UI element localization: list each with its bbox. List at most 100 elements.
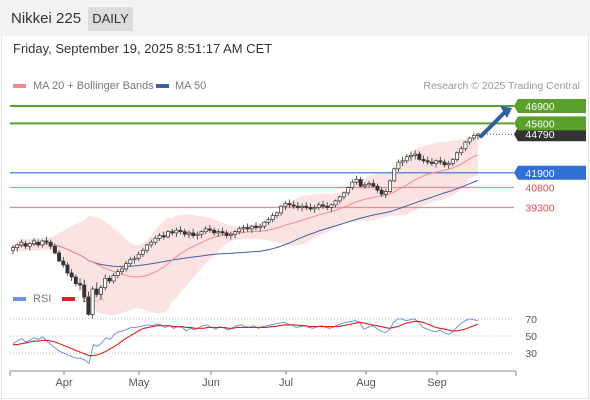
candle (442, 161, 447, 166)
candle (228, 233, 233, 236)
candle (216, 231, 221, 234)
candle (57, 252, 62, 262)
ma20-swatch-icon (13, 84, 26, 88)
month-label-sep: Sep (427, 377, 447, 389)
candle (295, 205, 300, 208)
report-timestamp: Friday, September 19, 2025 8:51:17 AM CE… (13, 41, 273, 56)
candle (262, 221, 267, 227)
rsi-axis-label: 30 (525, 348, 537, 360)
bollinger-band (13, 133, 478, 316)
candle (241, 227, 246, 230)
resistance-label-2-tag (514, 116, 586, 131)
rsi-ma-line (13, 320, 479, 357)
candle (325, 205, 330, 208)
candle (15, 244, 20, 248)
candle (115, 271, 120, 276)
candle (237, 228, 242, 232)
resistance-label-1-tag (514, 99, 586, 114)
candle (379, 189, 384, 195)
credit-text: Research © 2025 Trading Central (423, 80, 580, 92)
candle (82, 284, 87, 298)
candle (312, 207, 317, 210)
candle (212, 229, 217, 234)
ma20-line (12, 154, 479, 278)
candle (107, 277, 112, 282)
candle (36, 241, 41, 246)
support-label-2: 39300 (525, 203, 554, 215)
candle (367, 183, 372, 186)
candle (186, 232, 191, 235)
candle (388, 180, 392, 192)
candle (316, 204, 321, 208)
candle (404, 156, 409, 162)
candle (245, 227, 250, 230)
candle (333, 200, 338, 206)
candle (270, 215, 275, 220)
candle (304, 205, 309, 208)
candle (400, 160, 405, 163)
candle (103, 277, 108, 289)
ma50-swatch-icon (156, 84, 169, 88)
candle (124, 263, 129, 270)
candle (254, 225, 258, 228)
candle (337, 196, 342, 202)
candle (99, 287, 103, 295)
month-label-jun: Jun (202, 377, 220, 389)
candle (287, 203, 292, 206)
candle (207, 228, 212, 231)
candle (350, 181, 355, 188)
candle (283, 203, 288, 207)
timeframe-button[interactable]: DAILY (88, 7, 133, 31)
rsi-line (12, 318, 479, 365)
candle (94, 288, 99, 295)
month-label-apr: Apr (55, 377, 72, 389)
candle (438, 160, 443, 163)
candle (157, 235, 162, 239)
candle (450, 159, 455, 164)
candle (300, 205, 305, 208)
candle (459, 148, 464, 154)
candle (455, 152, 460, 160)
legend-ma50: MA 50 (175, 80, 207, 92)
candle (371, 183, 376, 187)
trend-arrow-icon (479, 109, 508, 139)
candle (233, 231, 237, 235)
candle (471, 135, 476, 139)
candle (429, 161, 434, 164)
candle (279, 205, 284, 214)
candle (136, 253, 141, 259)
candle (258, 225, 263, 228)
candle (111, 275, 116, 282)
candle (19, 241, 24, 246)
candle (203, 228, 208, 232)
legend-ma-bollinger: MA 20 + Bollinger Bands (33, 80, 154, 92)
candle (291, 204, 296, 207)
rsi-axis-label: 70 (525, 314, 537, 326)
chart-frame (1, 36, 589, 399)
instrument-title: Nikkei 225 (11, 10, 82, 27)
candle (249, 225, 254, 230)
month-label-may: May (129, 377, 150, 389)
pivot-label-tag (514, 165, 586, 180)
candle (178, 229, 183, 232)
candle (161, 235, 166, 238)
candle (149, 241, 154, 246)
candle (346, 187, 351, 194)
candle (392, 168, 397, 182)
candle (375, 185, 380, 191)
candle (220, 231, 225, 234)
last-price-label-tag (514, 127, 586, 142)
trend-arrowhead-icon (500, 106, 512, 119)
candle (170, 231, 175, 234)
candle (191, 232, 196, 236)
month-label-jul: Jul (279, 377, 293, 389)
candle (354, 179, 359, 183)
resistance-label-2: 45600 (525, 118, 554, 130)
candle (308, 207, 313, 210)
candle (69, 272, 74, 278)
candle (224, 232, 229, 236)
pivot-label: 41900 (525, 168, 554, 180)
candle (413, 153, 418, 156)
candle (434, 160, 439, 164)
resistance-label-1: 46900 (525, 101, 554, 113)
